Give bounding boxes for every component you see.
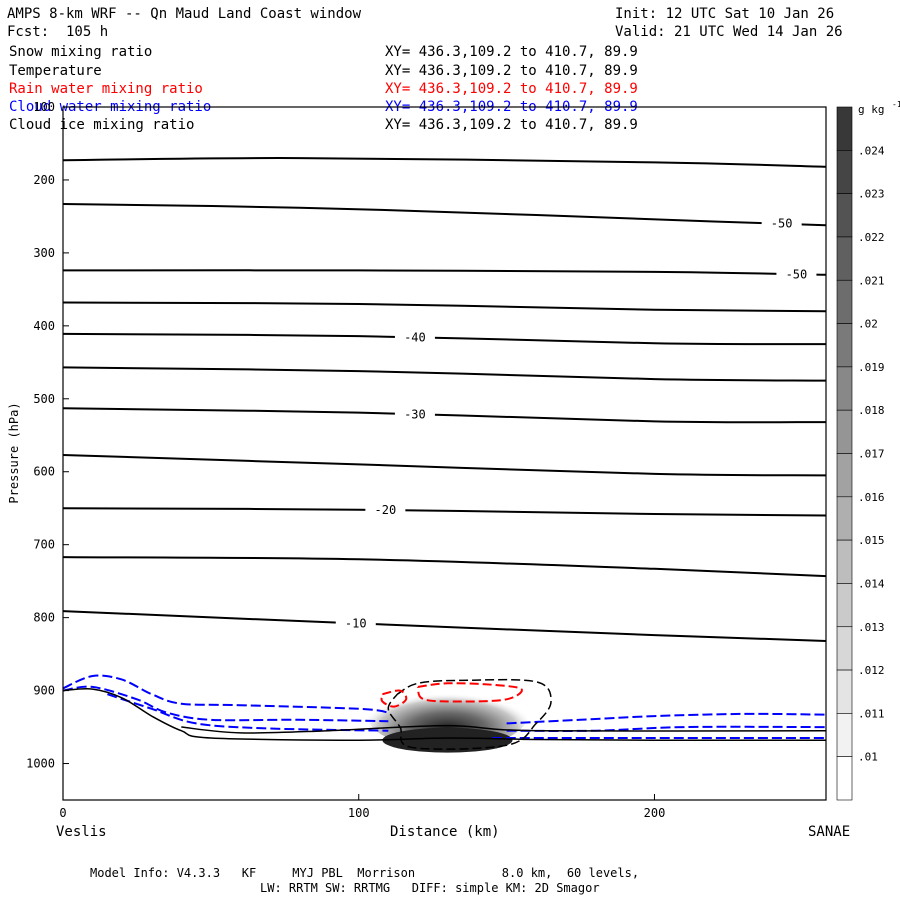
x-tick-label: 0 xyxy=(59,806,66,820)
colorbar-label: .017 xyxy=(858,448,885,461)
temperature-contour xyxy=(62,556,827,578)
y-tick-label: 400 xyxy=(33,319,55,333)
legend-label: Snow mixing ratio xyxy=(9,44,153,60)
contour-label-bg xyxy=(776,267,817,282)
y-tick-label: 300 xyxy=(33,246,55,260)
chart-title: AMPS 8-km WRF -- Qn Maud Land Coast wind… xyxy=(7,6,362,22)
temperature-contour-label: -40 xyxy=(404,330,426,344)
legend-label: Rain water mixing ratio xyxy=(9,81,203,97)
colorbar-box xyxy=(836,279,853,324)
colorbar-box xyxy=(836,236,853,281)
rain-water-contour xyxy=(416,682,523,703)
contour-label-bg xyxy=(394,330,435,345)
contour-label-bg xyxy=(761,216,802,231)
colorbar-box xyxy=(836,583,853,628)
valid-time: Valid: 21 UTC Wed 14 Jan 26 xyxy=(615,24,843,40)
x-tick-label: 200 xyxy=(644,806,666,820)
legend-xy: XY= 436.3,109.2 to 410.7, 89.9 xyxy=(385,81,638,97)
legend-label: Temperature xyxy=(9,63,102,79)
model-info: Model Info: V4.3.3 KF MYJ PBL Morrison 8… xyxy=(90,866,640,880)
y-tick-label: 700 xyxy=(33,538,55,552)
colorbar-unit: g kg xyxy=(858,103,885,116)
colorbar-box xyxy=(836,626,853,671)
temperature-contour-label: -50 xyxy=(771,217,793,231)
y-tick-label: 1000 xyxy=(26,757,55,771)
cloud-water-contour xyxy=(62,674,389,714)
legend-xy: XY= 436.3,109.2 to 410.7, 89.9 xyxy=(385,63,638,79)
contour-label-bg xyxy=(335,616,376,631)
temperature-contour xyxy=(62,301,827,313)
temperature-contour xyxy=(62,157,827,168)
temperature-contour-label: -30 xyxy=(404,407,426,421)
colorbar-label: .02 xyxy=(858,318,878,331)
cloud-ice-contour xyxy=(387,678,552,750)
rain-water-contour xyxy=(380,689,408,708)
colorbar-label: .015 xyxy=(858,534,885,547)
colorbar-label: .021 xyxy=(858,274,885,287)
colorbar-box xyxy=(836,756,853,801)
terrain-line xyxy=(62,688,827,741)
colorbar-label: .013 xyxy=(858,621,885,634)
colorbar-box xyxy=(836,539,853,584)
legend-xy: XY= 436.3,109.2 to 410.7, 89.9 xyxy=(385,117,638,133)
y-tick-label: 200 xyxy=(33,173,55,187)
colorbar-label: .018 xyxy=(858,404,885,417)
contour-label-bg xyxy=(365,503,406,518)
snow-mixing-core xyxy=(382,727,513,753)
x-right-endpoint: SANAE xyxy=(808,824,851,840)
colorbar-box xyxy=(836,150,853,194)
colorbar-box xyxy=(836,323,853,368)
colorbar-label: .014 xyxy=(858,577,885,590)
colorbar-label: .024 xyxy=(858,144,885,157)
temperature-contour xyxy=(62,453,827,477)
temperature-contour xyxy=(62,366,827,382)
temperature-contour xyxy=(62,203,827,227)
y-axis-label: Pressure (hPa) xyxy=(7,402,21,503)
contour-label-bg xyxy=(394,407,435,422)
colorbar-box xyxy=(836,193,853,238)
cloud-water-contour xyxy=(62,685,389,723)
legend-xy: XY= 436.3,109.2 to 410.7, 89.9 xyxy=(385,44,638,60)
cloud-water-contour xyxy=(107,693,389,732)
temperature-contour xyxy=(62,610,827,642)
temperature-contour-label: -20 xyxy=(375,503,397,517)
y-tick-label: 500 xyxy=(33,392,55,406)
colorbar-box xyxy=(836,713,853,757)
colorbar-label: .016 xyxy=(858,491,885,504)
temperature-contour xyxy=(62,407,827,424)
surface-contour xyxy=(181,724,827,734)
temperature-contour xyxy=(62,332,827,346)
x-tick-label: 100 xyxy=(348,806,370,820)
colorbar-box xyxy=(836,669,853,714)
model-physics: LW: RRTM SW: RRTMG DIFF: simple KM: 2D S… xyxy=(260,881,600,895)
colorbar-box xyxy=(836,366,853,411)
plot-frame xyxy=(62,106,827,801)
init-time: Init: 12 UTC Sat 10 Jan 26 xyxy=(615,6,835,22)
y-tick-label: 800 xyxy=(33,611,55,625)
colorbar-label: .022 xyxy=(858,231,885,244)
y-tick-label: 100 xyxy=(33,100,55,114)
cloud-water-contour xyxy=(506,712,827,725)
colorbar-box xyxy=(836,106,853,151)
colorbar-label: .023 xyxy=(858,188,885,201)
colorbar-box xyxy=(836,496,853,541)
legend-label: Cloud ice mixing ratio xyxy=(9,117,195,133)
colorbar-label: .01 xyxy=(858,751,878,764)
colorbar-label: .012 xyxy=(858,664,885,677)
y-tick-label: 600 xyxy=(33,465,55,479)
colorbar-box xyxy=(836,453,853,498)
colorbar-label: .019 xyxy=(858,361,885,374)
x-left-endpoint: Veslis xyxy=(56,824,107,840)
temperature-contour xyxy=(62,507,827,517)
temperature-contour-label: -10 xyxy=(345,616,367,630)
forecast-hour: Fcst: 105 h xyxy=(7,24,109,40)
x-axis-label: Distance (km) xyxy=(390,824,500,840)
temperature-contour xyxy=(62,269,827,276)
colorbar-box xyxy=(836,409,853,454)
colorbar-label: .011 xyxy=(858,707,885,720)
temperature-contour-label: -50 xyxy=(786,267,808,281)
colorbar-unit-exponent: -1 xyxy=(892,100,900,109)
y-tick-label: 900 xyxy=(33,684,55,698)
